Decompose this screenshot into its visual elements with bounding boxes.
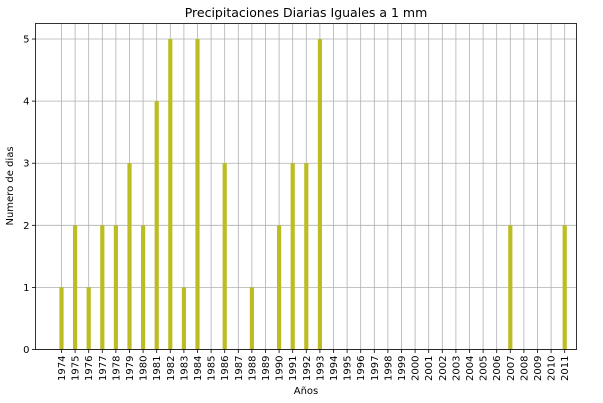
x-tick-label: 1975 — [71, 356, 82, 381]
x-tick-label: 1999 — [397, 356, 408, 381]
x-tick-label: 2008 — [519, 356, 530, 381]
bar-1979 — [127, 163, 132, 350]
x-tick-label: 1978 — [111, 356, 122, 381]
x-tick-label: 2007 — [506, 356, 517, 381]
bar-1975 — [73, 225, 78, 350]
chart-title: Precipitaciones Diarias Iguales a 1 mm — [185, 5, 428, 20]
bar-1993 — [317, 39, 322, 350]
bars — [59, 39, 567, 350]
x-tick-label: 1997 — [370, 356, 381, 381]
x-tick-label: 1991 — [288, 356, 299, 381]
x-tick-label: 1987 — [234, 356, 245, 381]
bar-1986 — [222, 163, 227, 350]
bar-1980 — [141, 225, 146, 350]
x-tick-label: 2010 — [547, 356, 558, 381]
bar-1977 — [100, 225, 105, 350]
x-tick-label: 1993 — [315, 356, 326, 381]
bar-1983 — [181, 287, 186, 350]
bar-1981 — [154, 101, 159, 350]
bar-1982 — [168, 39, 173, 350]
x-tick-label: 1998 — [383, 356, 394, 381]
x-axis-ticks: 1974 1975 1976 1977 1978 1979 1980 1981 1982 1983… — [57, 349, 571, 381]
x-tick-label: 1985 — [207, 356, 218, 381]
y-axis-label: Numero de dias — [5, 146, 16, 225]
bar-1990 — [277, 225, 282, 350]
x-tick-label: 2003 — [451, 356, 462, 381]
x-tick-label: 2000 — [411, 356, 422, 381]
bar-2007 — [508, 225, 513, 350]
x-tick-label: 1992 — [302, 356, 313, 381]
x-tick-label: 1979 — [125, 356, 136, 381]
y-axis-ticks: 0 1 2 3 4 5 — [23, 35, 36, 356]
bar-1992 — [304, 163, 309, 350]
x-tick-label: 1977 — [98, 356, 109, 381]
x-axis-label: Años — [294, 386, 319, 397]
x-tick-label: 1983 — [179, 356, 190, 381]
y-tick-label: 0 — [23, 345, 29, 356]
bar-1988 — [249, 287, 254, 350]
x-tick-label: 1988 — [247, 356, 258, 381]
x-tick-label: 1989 — [261, 356, 272, 381]
x-tick-label: 2011 — [560, 356, 571, 381]
y-tick-label: 3 — [23, 159, 29, 170]
x-tick-label: 1974 — [57, 356, 68, 381]
bar-2011 — [562, 225, 567, 350]
bar-1991 — [290, 163, 295, 350]
y-tick-label: 2 — [23, 221, 29, 232]
bar-1974 — [59, 287, 64, 350]
x-tick-label: 2006 — [492, 356, 503, 381]
x-tick-label: 2001 — [424, 356, 435, 381]
x-tick-label: 1996 — [356, 356, 367, 381]
x-tick-label: 1982 — [166, 356, 177, 381]
x-tick-label: 1980 — [139, 356, 150, 381]
x-tick-label: 1984 — [193, 356, 204, 381]
x-tick-label: 1986 — [220, 356, 231, 381]
bar-1978 — [113, 225, 118, 350]
x-tick-label: 1976 — [84, 356, 95, 381]
x-tick-label: 1981 — [152, 356, 163, 381]
y-tick-label: 5 — [23, 35, 29, 46]
x-tick-label: 2002 — [438, 356, 449, 381]
y-tick-label: 4 — [23, 97, 29, 108]
bar-1984 — [195, 39, 200, 350]
x-tick-label: 1995 — [343, 356, 354, 381]
x-tick-label: 2005 — [479, 356, 490, 381]
bar-1976 — [86, 287, 91, 350]
x-tick-label: 2009 — [533, 356, 544, 381]
x-tick-label: 1990 — [275, 356, 286, 381]
x-tick-label: 1994 — [329, 356, 340, 381]
y-tick-label: 1 — [23, 283, 29, 294]
x-tick-label: 2004 — [465, 356, 476, 381]
